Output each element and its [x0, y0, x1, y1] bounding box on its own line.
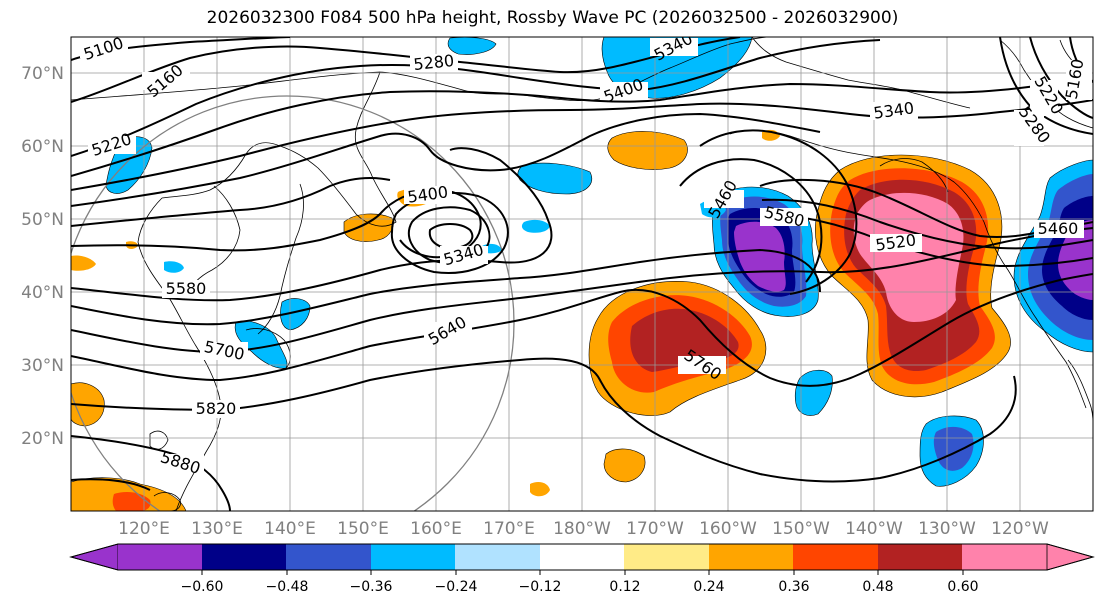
map-title: 2026032300 F084 500 hPa height, Rossby W…: [206, 8, 899, 28]
colorbar-segment: [455, 544, 541, 570]
colorbar-tick-label: 0.48: [862, 579, 893, 595]
colorbar-segment: [709, 544, 794, 570]
colorbar-segment: [962, 544, 1047, 570]
colorbar-extend-low: [69, 543, 119, 571]
colorbar-outline: [69, 543, 1095, 571]
colorbar-segment: [540, 544, 625, 570]
lon-label: 130°W: [918, 519, 976, 539]
lat-label: 60°N: [21, 137, 64, 157]
lon-label: 160°E: [410, 519, 462, 539]
colorbar-tick-label: −0.48: [266, 579, 309, 595]
map-frame: [70, 36, 1094, 512]
colorbar-tick-label: 0.60: [947, 579, 978, 595]
colorbar-ticks: [201, 570, 964, 575]
lon-label: 140°W: [845, 519, 903, 539]
lat-label: 40°N: [21, 283, 64, 303]
lon-label: 160°W: [699, 519, 757, 539]
colorbar-segment: [624, 544, 710, 570]
longitude-labels: 120°E 130°E 140°E 150°E 160°E 170°E 180°…: [118, 519, 1049, 539]
lat-label: 20°N: [21, 429, 64, 449]
lat-label: 50°N: [21, 210, 64, 230]
contour-label: 5820: [196, 399, 237, 418]
lon-label: 130°E: [191, 519, 243, 539]
lon-label: 120°E: [118, 519, 170, 539]
colorbar: −0.60 −0.48 −0.36 −0.24 −0.12 0.12 0.24 …: [69, 543, 1095, 595]
contour-label: 5460: [1038, 219, 1079, 238]
lon-label: 170°E: [483, 519, 535, 539]
contour-label: 5580: [166, 279, 207, 298]
colorbar-extend-high: [1046, 543, 1095, 571]
lon-label: 150°E: [337, 519, 389, 539]
lon-label: 150°W: [772, 519, 830, 539]
lat-label: 30°N: [21, 356, 64, 376]
colorbar-tick-label: −0.60: [181, 579, 224, 595]
contour-labels: 5100 5160 5220 5280 5340 5400 5340 5400 …: [80, 37, 1092, 478]
colorbar-segment: [371, 544, 456, 570]
lon-label: 140°E: [264, 519, 316, 539]
contour-label: 5280: [413, 51, 455, 74]
colorbar-tick-label: −0.36: [350, 579, 393, 595]
colorbar-tick-label: 0.12: [609, 579, 640, 595]
great-circle-radius: [71, 95, 515, 511]
lon-label: 180°W: [553, 519, 611, 539]
colorbar-segment: [118, 544, 203, 570]
latitude-labels: 20°N 30°N 40°N 50°N 60°N 70°N: [21, 64, 64, 449]
negative-anomaly-patch: [447, 37, 497, 55]
colorbar-segment: [793, 544, 879, 570]
positive-anomaly-patch: [607, 131, 688, 170]
colorbar-tick-label: 0.24: [693, 579, 724, 595]
colorbar-tick-label: −0.24: [435, 579, 478, 595]
colorbar-tick-label: 0.36: [778, 579, 809, 595]
lon-label: 120°W: [991, 519, 1049, 539]
colorbar-segment: [878, 544, 963, 570]
colorbar-segment: [286, 544, 372, 570]
lat-label: 70°N: [21, 64, 64, 84]
lon-label: 170°W: [626, 519, 684, 539]
colorbar-tick-label: −0.12: [519, 579, 562, 595]
colorbar-segment: [202, 544, 287, 570]
